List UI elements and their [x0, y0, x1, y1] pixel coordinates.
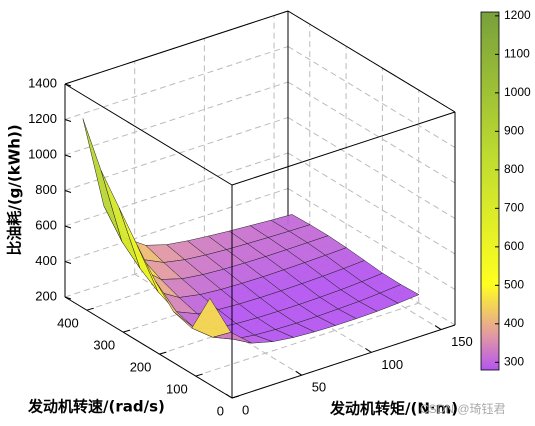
grid-line: [287, 46, 456, 148]
box-edge: [231, 324, 456, 399]
z-tick-label: 200: [35, 288, 57, 303]
x-tick-label: 100: [381, 357, 403, 372]
grid-line: [64, 81, 289, 156]
tick-mark: [231, 395, 240, 399]
tick-mark: [295, 370, 302, 376]
surface-patch: [82, 118, 123, 242]
tick-mark: [64, 154, 72, 158]
tick-mark: [64, 296, 72, 300]
colorbar-tick-label: 400: [504, 316, 524, 330]
y-tick-label: 100: [166, 381, 188, 396]
grid-line: [64, 152, 289, 227]
colorbar-tick-label: 1100: [504, 47, 530, 61]
tick-mark: [64, 261, 72, 264]
box-edge: [287, 10, 456, 113]
y-tick-label: 0: [217, 403, 224, 418]
grid-line: [64, 188, 289, 262]
x-tick-label: 150: [451, 334, 473, 349]
tick-mark: [64, 225, 72, 229]
tick-mark: [86, 307, 94, 311]
colorbar: [480, 11, 500, 371]
x-axis-label: 发动机转矩/(N·m): [329, 400, 458, 418]
y-tick-label: 200: [130, 360, 152, 375]
grid-line: [64, 46, 289, 120]
y-tick-label: 300: [93, 338, 115, 353]
surface-patch: [191, 297, 232, 338]
colorbar-tick-label: 500: [504, 277, 524, 291]
grid-line: [287, 152, 456, 255]
tick-mark: [64, 83, 72, 87]
colorbar-tick-label: 600: [504, 239, 524, 253]
grid-line: [287, 188, 456, 290]
x-tick-label: 50: [312, 380, 326, 395]
box-edge: [231, 111, 456, 186]
colorbar-tick-label: 700: [504, 200, 524, 214]
tick-mark: [365, 347, 372, 353]
tick-mark: [159, 351, 167, 355]
box-edge: [64, 10, 289, 85]
tick-mark: [434, 325, 442, 330]
tick-mark: [195, 373, 203, 377]
tick-mark: [64, 190, 72, 193]
z-tick-label: 800: [35, 182, 57, 197]
box-edge: [64, 296, 233, 399]
grid-line: [195, 302, 419, 377]
grid-line: [287, 81, 456, 184]
colorbar-tick-label: 1200: [504, 8, 531, 22]
grid-line: [64, 117, 289, 191]
y-tick-label: 400: [57, 316, 79, 331]
box-edge: [64, 83, 233, 186]
colorbar-tick-label: 300: [504, 354, 524, 368]
z-tick-label: 400: [35, 253, 57, 268]
z-tick-label: 1000: [28, 146, 57, 161]
colorbar-tick-label: 900: [504, 124, 524, 138]
z-tick-label: 1400: [28, 75, 57, 90]
colorbar-tick-label: 1000: [504, 85, 531, 99]
tick-mark: [122, 329, 131, 333]
z-axis-label: 比油耗/(g/(kWh)): [6, 124, 24, 255]
y-axis-label: 发动机转速/(rad/s): [27, 398, 165, 416]
colorbar-tick-label: 800: [504, 162, 524, 176]
z-tick-label: 600: [35, 217, 57, 232]
watermark: CSDN @琦钰君: [420, 402, 506, 416]
tick-mark: [64, 119, 72, 122]
z-tick-label: 1200: [28, 111, 57, 126]
tick-mark: [225, 393, 233, 399]
x-tick-label: 0: [242, 402, 249, 417]
grid-line: [287, 117, 456, 219]
